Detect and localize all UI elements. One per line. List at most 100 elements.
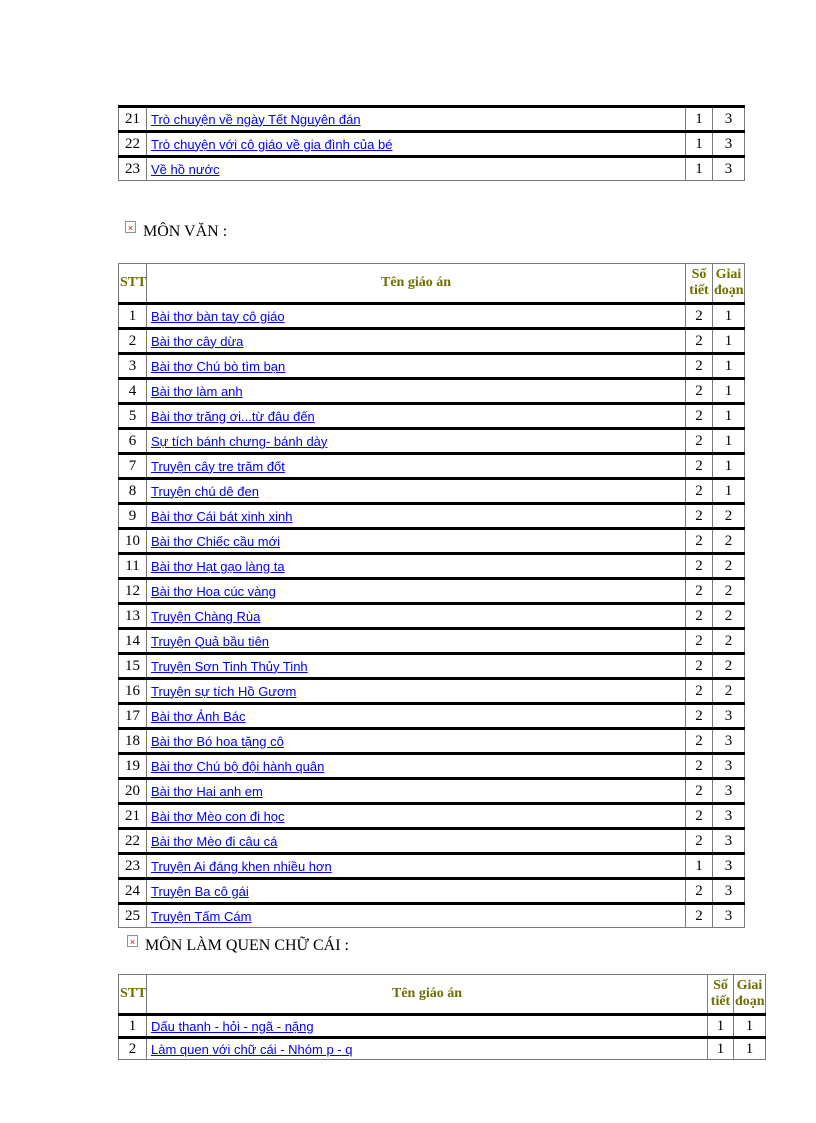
table-row: 18 Bài thơ Bó hoa tặng cô 2 3 xyxy=(118,727,745,754)
lesson-plan-link[interactable]: Bài thơ Hoa cúc vàng xyxy=(151,583,276,599)
section-heading-mon-van: × MÔN VĂN : xyxy=(125,221,816,241)
lesson-name-cell: Bài thơ Hạt gạo làng ta xyxy=(146,552,686,579)
giai-doan-cell: 2 xyxy=(712,552,745,579)
lesson-plan-link[interactable]: Truyện Tấm Cám xyxy=(151,908,252,924)
so-tiet-cell: 2 xyxy=(685,802,713,829)
so-tiet-cell: 1 xyxy=(707,1013,734,1038)
table-row: 22 Bài thơ Mèo đi câu cá 2 3 xyxy=(118,827,745,854)
lesson-plan-link[interactable]: Bài thơ trăng ơi...từ đâu đến xyxy=(151,408,315,424)
so-tiet-cell: 2 xyxy=(685,477,713,504)
lesson-plan-link[interactable]: Bài thơ Ảnh Bác xyxy=(151,708,246,724)
giai-doan-cell: 3 xyxy=(712,105,745,132)
so-tiet-cell: 2 xyxy=(685,427,713,454)
so-tiet-cell: 2 xyxy=(685,602,713,629)
lesson-name-cell: Trò chuyện với cô giáo về gia đình của b… xyxy=(146,130,686,157)
table-row: 2 Bài thơ cây dừa 2 1 xyxy=(118,327,745,354)
lesson-plan-link[interactable]: Truyện Sơn Tinh Thủy Tinh xyxy=(151,658,308,674)
lesson-name-cell: Bài thơ Chú bò tìm bạn xyxy=(146,352,686,379)
row-number-cell: 16 xyxy=(118,677,147,704)
so-tiet-cell: 2 xyxy=(685,627,713,654)
so-tiet-cell: 2 xyxy=(685,777,713,804)
lesson-plan-link[interactable]: Trò chuyện về ngày Tết Nguyên đán xyxy=(151,111,361,127)
lesson-plan-link[interactable]: Trò chuyện với cô giáo về gia đình của b… xyxy=(151,136,393,152)
row-number-cell: 22 xyxy=(118,130,147,157)
row-number-cell: 21 xyxy=(118,802,147,829)
lesson-plan-link[interactable]: Bài thơ Hạt gạo làng ta xyxy=(151,558,285,574)
so-tiet-cell: 2 xyxy=(685,402,713,429)
lesson-plan-link[interactable]: Truyện sự tích Hồ Gươm xyxy=(151,683,297,699)
table-header-row: STT Tên giáo án Số tiết Giai đoạn xyxy=(118,974,766,1015)
table-row: 14 Truyện Quả bầu tiên 2 2 xyxy=(118,627,745,654)
lesson-plan-link[interactable]: Truyện Quả bầu tiên xyxy=(151,633,270,649)
row-number-cell: 8 xyxy=(118,477,147,504)
table-row: 12 Bài thơ Hoa cúc vàng 2 2 xyxy=(118,577,745,604)
row-number-cell: 10 xyxy=(118,527,147,554)
lesson-name-cell: Bài thơ Hai anh em xyxy=(146,777,686,804)
lesson-name-cell: Bài thơ làm anh xyxy=(146,377,686,404)
lesson-plan-link[interactable]: Truyện chú dê đen xyxy=(151,483,259,499)
lesson-name-cell: Truyện sự tích Hồ Gươm xyxy=(146,677,686,704)
lesson-plan-link[interactable]: Truyện Ba cô gái xyxy=(151,883,249,899)
table-row: 1 Bài thơ bàn tay cô giáo 2 1 xyxy=(118,302,745,329)
lesson-plan-link[interactable]: Bài thơ Cái bát xinh xinh xyxy=(151,508,293,524)
lesson-plan-link[interactable]: Bài thơ làm anh xyxy=(151,383,243,399)
so-tiet-cell: 1 xyxy=(707,1036,734,1060)
so-tiet-cell: 2 xyxy=(685,452,713,479)
lesson-plan-link[interactable]: Bài thơ Chú bộ đội hành quân xyxy=(151,758,325,774)
lesson-plan-link[interactable]: Truyện cây tre trăm đốt xyxy=(151,458,285,474)
lesson-name-cell: Trò chuyện về ngày Tết Nguyên đán xyxy=(146,105,686,132)
table-row: 21 Bài thơ Mèo con đi học 2 3 xyxy=(118,802,745,829)
so-tiet-cell: 2 xyxy=(685,877,713,904)
lesson-plan-link[interactable]: Bài thơ cây dừa xyxy=(151,333,244,349)
table-row: 4 Bài thơ làm anh 2 1 xyxy=(118,377,745,404)
lesson-plan-link[interactable]: Làm quen với chữ cái - Nhóm p - q xyxy=(151,1041,353,1057)
row-number-cell: 1 xyxy=(118,302,147,329)
so-tiet-cell: 1 xyxy=(685,155,713,181)
row-number-cell: 25 xyxy=(118,902,147,928)
table-row: 24 Truyện Ba cô gái 2 3 xyxy=(118,877,745,904)
giai-doan-cell: 1 xyxy=(712,377,745,404)
header-so-tiet: Số tiết xyxy=(685,263,713,304)
giai-doan-cell: 3 xyxy=(712,130,745,157)
lesson-name-cell: Truyện chú dê đen xyxy=(146,477,686,504)
row-number-cell: 14 xyxy=(118,627,147,654)
so-tiet-cell: 2 xyxy=(685,577,713,604)
so-tiet-cell: 2 xyxy=(685,377,713,404)
row-number-cell: 19 xyxy=(118,752,147,779)
lesson-name-cell: Bài thơ cây dừa xyxy=(146,327,686,354)
lesson-plan-link[interactable]: Truyện Chàng Rùa xyxy=(151,608,261,624)
header-giai-doan: Giai đoạn xyxy=(712,263,745,304)
row-number-cell: 15 xyxy=(118,652,147,679)
row-number-cell: 13 xyxy=(118,602,147,629)
lesson-plan-link[interactable]: Dấu thanh - hỏi - ngã - nặng xyxy=(151,1018,314,1034)
giai-doan-cell: 2 xyxy=(712,577,745,604)
giai-doan-cell: 3 xyxy=(712,752,745,779)
lesson-plan-link[interactable]: Sự tích bánh chưng- bánh dày xyxy=(151,433,328,449)
row-number-cell: 11 xyxy=(118,552,147,579)
row-number-cell: 7 xyxy=(118,452,147,479)
lesson-plan-link[interactable]: Bài thơ Bó hoa tặng cô xyxy=(151,733,284,749)
lesson-plan-link[interactable]: Bài thơ bàn tay cô giáo xyxy=(151,308,285,324)
lesson-plan-link[interactable]: Bài thơ Chú bò tìm bạn xyxy=(151,358,286,374)
so-tiet-cell: 1 xyxy=(685,130,713,157)
lesson-plan-link[interactable]: Về hồ nước xyxy=(151,161,220,177)
section-heading-label: MÔN VĂN : xyxy=(143,223,228,240)
lesson-name-cell: Bài thơ Bó hoa tặng cô xyxy=(146,727,686,754)
lesson-plan-link[interactable]: Bài thơ Mèo con đi học xyxy=(151,808,285,824)
giai-doan-cell: 1 xyxy=(712,477,745,504)
table-row: 23 Truyện Ai đáng khen nhiều hơn 1 3 xyxy=(118,852,745,879)
lesson-plan-link[interactable]: Bài thơ Hai anh em xyxy=(151,783,263,799)
lesson-plan-link[interactable]: Bài thơ Chiếc cầu mới xyxy=(151,533,281,549)
table-row: 11 Bài thơ Hạt gạo làng ta 2 2 xyxy=(118,552,745,579)
lesson-plan-link[interactable]: Bài thơ Mèo đi câu cá xyxy=(151,833,278,849)
row-number-cell: 21 xyxy=(118,105,147,132)
header-giai-doan: Giai đoạn xyxy=(733,974,766,1015)
so-tiet-cell: 1 xyxy=(685,852,713,879)
lesson-name-cell: Truyện Sơn Tinh Thủy Tinh xyxy=(146,652,686,679)
so-tiet-cell: 2 xyxy=(685,652,713,679)
table-row: 13 Truyện Chàng Rùa 2 2 xyxy=(118,602,745,629)
lesson-plan-link[interactable]: Truyện Ai đáng khen nhiều hơn xyxy=(151,858,332,874)
so-tiet-cell: 2 xyxy=(685,352,713,379)
lesson-name-cell: Làm quen với chữ cái - Nhóm p - q xyxy=(146,1036,708,1060)
